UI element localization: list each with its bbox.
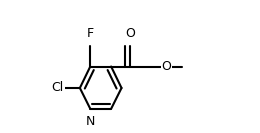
Text: F: F [87, 27, 94, 40]
Text: O: O [161, 60, 171, 73]
Text: N: N [86, 115, 95, 128]
Text: O: O [125, 27, 135, 40]
Text: Cl: Cl [51, 82, 64, 94]
